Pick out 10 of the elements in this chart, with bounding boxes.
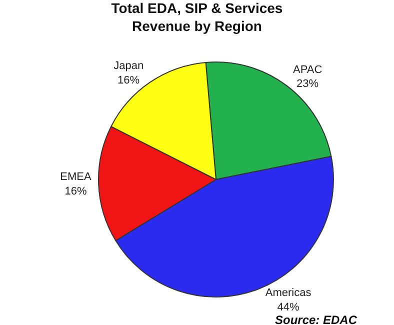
- chart-title: Total EDA, SIP & Services Revenue by Region: [111, 0, 283, 34]
- data-label: 16%: [64, 185, 87, 198]
- data-label: 16%: [118, 74, 140, 86]
- slice-label: APAC: [292, 64, 322, 76]
- data-label: 23%: [296, 78, 319, 90]
- data-label: 44%: [277, 301, 300, 314]
- slice-label: EMEA: [60, 171, 92, 184]
- slice-label: Americas: [265, 287, 312, 300]
- source-note: Source: EDAC: [275, 313, 358, 325]
- slice-label: Japan: [114, 60, 144, 72]
